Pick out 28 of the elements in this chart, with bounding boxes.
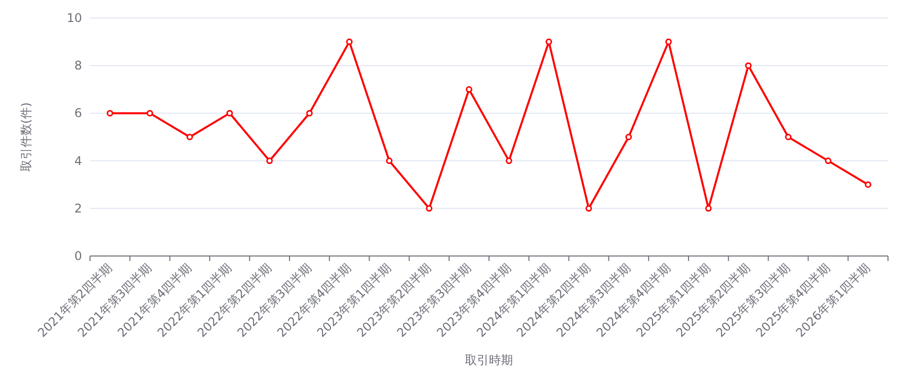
y-tick-label: 8 xyxy=(74,58,82,73)
y-axis-title: 取引件数(件) xyxy=(19,102,33,172)
point xyxy=(106,110,114,116)
point xyxy=(186,134,193,140)
point xyxy=(586,205,592,212)
point xyxy=(386,158,392,164)
point xyxy=(625,134,632,140)
y-tick-label: 4 xyxy=(74,154,82,168)
point xyxy=(426,205,432,212)
y-tick-label: 10 xyxy=(66,11,82,25)
point xyxy=(146,110,154,116)
point xyxy=(306,110,313,116)
point xyxy=(466,86,472,93)
point xyxy=(824,158,832,164)
y-tick-label: 0 xyxy=(74,249,82,263)
x-axis-title: 取引時期 xyxy=(465,353,513,367)
point xyxy=(506,158,512,164)
point xyxy=(705,205,712,212)
point xyxy=(785,134,792,140)
y-tick-label: 6 xyxy=(74,106,82,120)
point xyxy=(864,181,872,188)
y-tick-label: 2 xyxy=(74,201,82,216)
point xyxy=(346,38,353,46)
point xyxy=(226,110,233,116)
point xyxy=(266,158,273,164)
point xyxy=(546,38,552,46)
point xyxy=(665,38,672,46)
point xyxy=(745,62,752,69)
